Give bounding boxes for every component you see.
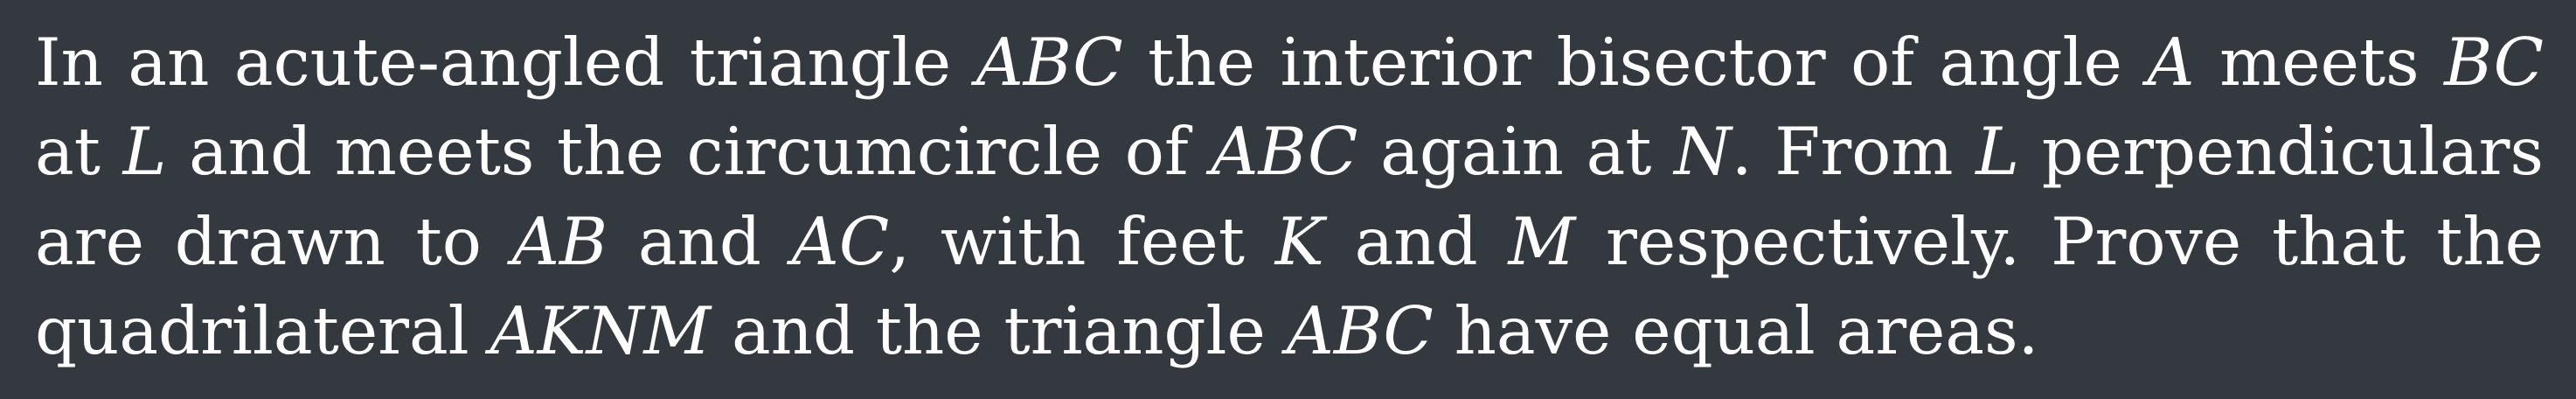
math-a: A	[2147, 24, 2195, 101]
math-k: K	[1274, 203, 1324, 280]
problem-line-4: quadrilateral AKNM and the triangle ABC …	[35, 298, 2038, 364]
text-segment: meets	[2194, 24, 2445, 101]
text-segment: at	[35, 113, 123, 190]
math-l: L	[122, 113, 167, 190]
math-bc: BC	[2444, 24, 2544, 101]
math-m: M	[1508, 203, 1576, 280]
math-ac: AC	[791, 203, 890, 280]
math-n: N	[1674, 113, 1732, 190]
math-abc: ABC	[1211, 113, 1358, 190]
text-segment: and the triangle	[711, 292, 1287, 369]
math-aknm: AKNM	[490, 292, 712, 369]
math-ab: AB	[511, 203, 608, 280]
text-segment: again at	[1357, 113, 1675, 190]
text-segment: and meets the circumcircle of	[166, 113, 1212, 190]
text-segment: the interior bisector of angle	[1122, 24, 2148, 101]
math-l: L	[1975, 113, 2019, 190]
math-abc: ABC	[976, 24, 1123, 101]
problem-line-1: In an acute-angled triangle ABC the inte…	[35, 30, 2544, 95]
text-segment: In an acute-angled triangle	[35, 24, 976, 101]
text-segment: and	[608, 203, 792, 280]
text-segment: . From	[1731, 113, 1976, 190]
text-segment: respectively. Prove that the	[1575, 203, 2545, 280]
text-segment: are drawn to	[35, 203, 512, 280]
text-segment: and	[1323, 203, 1509, 280]
problem-line-2: at L and meets the circumcircle of ABC a…	[35, 119, 2544, 185]
problem-line-3: are drawn to AB and AC, with feet K and …	[35, 209, 2544, 275]
text-segment: have equal areas.	[1433, 292, 2039, 369]
math-abc: ABC	[1286, 292, 1434, 369]
text-segment: , with feet	[889, 203, 1275, 280]
text-segment: quadrilateral	[35, 292, 490, 369]
text-segment: perpendiculars	[2019, 113, 2544, 190]
